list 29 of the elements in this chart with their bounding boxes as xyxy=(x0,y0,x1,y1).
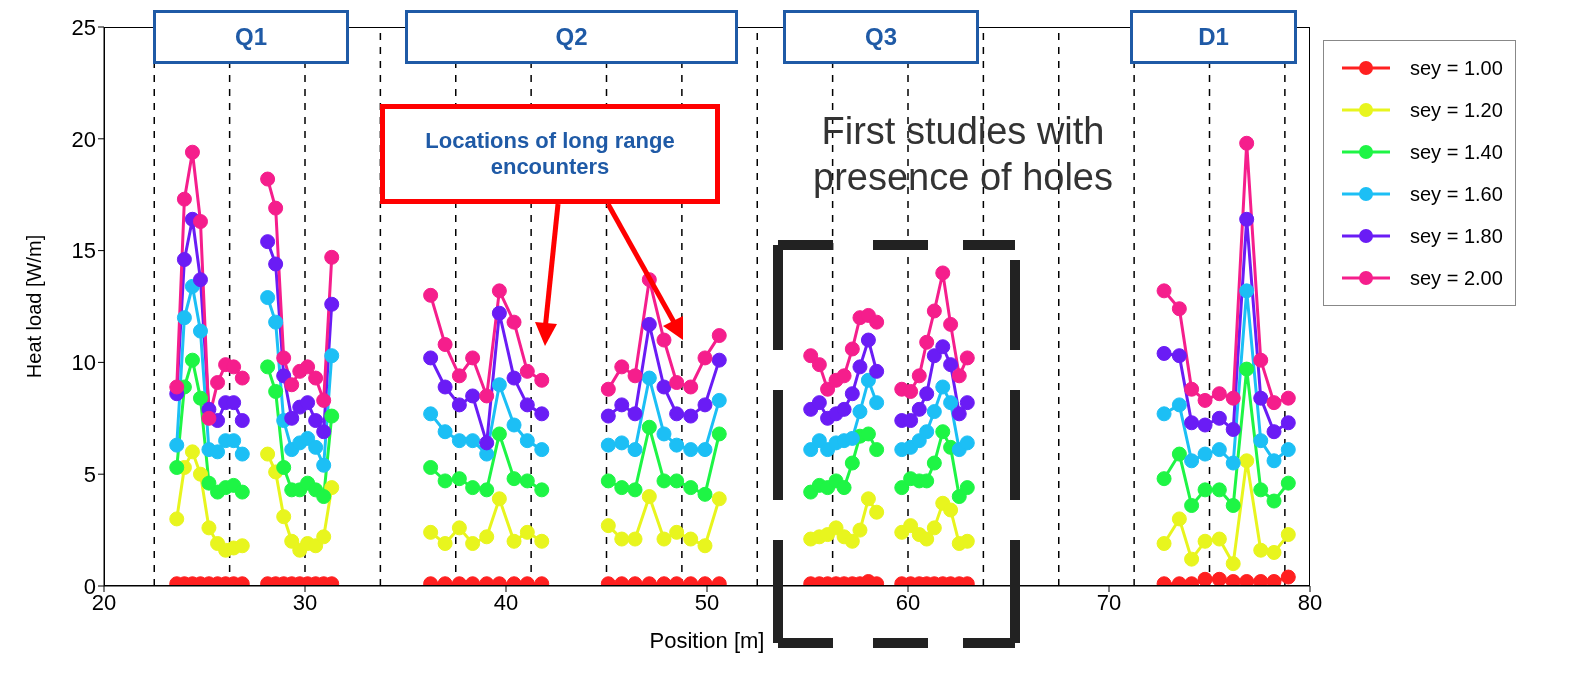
x-tick-label: 80 xyxy=(1297,589,1323,615)
legend-label: sey = 1.20 xyxy=(1410,98,1503,122)
legend-label: sey = 1.60 xyxy=(1410,182,1503,206)
legend-label: sey = 1.80 xyxy=(1410,224,1503,248)
y-axis-title: Heat load [W/m] xyxy=(23,234,46,379)
x-tick-label: 60 xyxy=(895,589,921,615)
y-tick-label: 15 xyxy=(71,238,96,264)
annotation: First studies with presence of holes xyxy=(812,109,1114,200)
x-tick-label: 50 xyxy=(694,589,720,615)
annotation: D1 xyxy=(1198,23,1229,51)
annotation: Q1 xyxy=(234,23,267,51)
y-tick-label: 25 xyxy=(71,14,96,40)
legend-label: sey = 1.40 xyxy=(1410,140,1503,164)
y-tick-label: 20 xyxy=(71,126,96,152)
legend-label: sey = 1.00 xyxy=(1410,56,1503,80)
y-tick-label: 5 xyxy=(83,462,96,488)
annotation: Q3 xyxy=(864,23,897,51)
label-box: Q2 xyxy=(405,10,738,64)
x-tick-label: 40 xyxy=(493,589,519,615)
annotation: Q2 xyxy=(555,23,588,51)
x-tick-label: 30 xyxy=(292,589,318,615)
x-axis-title: Position [m] xyxy=(649,628,765,653)
x-tick-label: 70 xyxy=(1096,589,1122,615)
label-box: D1 xyxy=(1130,10,1297,64)
text-box: Locations of long range encounters xyxy=(380,104,720,204)
label-box: Q3 xyxy=(783,10,979,64)
label-box: Q1 xyxy=(153,10,349,64)
y-tick-label: 10 xyxy=(71,350,96,376)
legend-label: sey = 2.00 xyxy=(1410,266,1503,290)
